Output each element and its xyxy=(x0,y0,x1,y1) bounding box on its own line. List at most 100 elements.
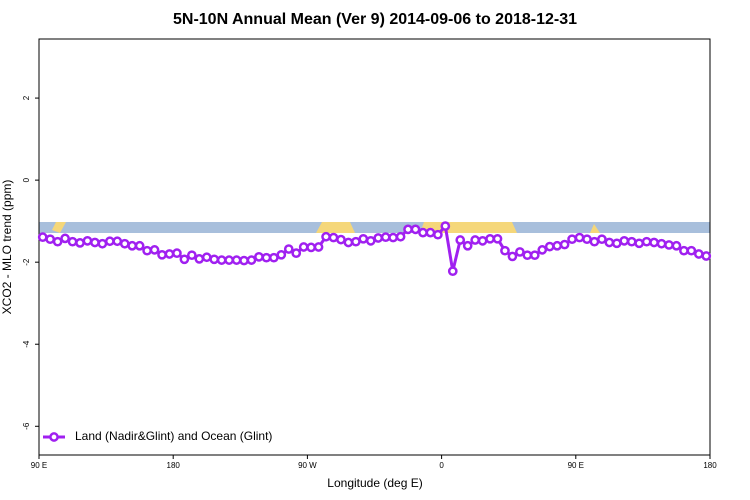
data-point xyxy=(164,249,175,259)
data-point xyxy=(574,232,585,243)
data-point xyxy=(582,234,592,245)
y-tick-label: 0 xyxy=(22,177,31,182)
data-point xyxy=(157,249,167,260)
data-point xyxy=(336,234,346,245)
data-point xyxy=(246,255,257,265)
x-tick-label: 180 xyxy=(703,461,717,470)
data-point xyxy=(388,232,398,243)
data-point xyxy=(656,238,667,249)
data-point xyxy=(626,236,637,247)
data-point xyxy=(380,232,391,243)
x-tick-label: 90 W xyxy=(298,461,317,470)
x-tick-label: 90 E xyxy=(31,461,47,470)
data-point xyxy=(701,251,712,261)
data-point xyxy=(515,247,525,257)
data-point xyxy=(269,252,279,263)
data-point xyxy=(291,248,302,259)
land xyxy=(590,224,600,233)
data-point xyxy=(418,227,428,238)
data-point xyxy=(492,233,503,244)
data-point xyxy=(403,224,413,235)
data-point xyxy=(641,236,652,247)
y-tick-label: -2 xyxy=(22,258,31,266)
data-point xyxy=(611,238,622,249)
land xyxy=(52,222,66,233)
data-point xyxy=(589,236,600,247)
data-point xyxy=(619,235,630,246)
data-point xyxy=(67,236,78,247)
data-point xyxy=(119,238,130,249)
data-point xyxy=(410,224,421,235)
data-point xyxy=(75,238,85,248)
data-point xyxy=(37,232,48,243)
data-point xyxy=(216,255,227,265)
data-point xyxy=(500,245,510,256)
data-point xyxy=(97,238,108,249)
y-tick-label: -4 xyxy=(22,340,31,348)
data-point xyxy=(679,245,689,256)
data-point xyxy=(142,245,152,256)
chart-title: 5N-10N Annual Mean (Ver 9) 2014-09-06 to… xyxy=(173,11,577,28)
data-point xyxy=(313,242,324,252)
data-point xyxy=(559,239,570,250)
data-point xyxy=(60,233,70,244)
data-point xyxy=(671,240,682,251)
land xyxy=(316,222,355,233)
x-tick-label: 90 E xyxy=(568,461,584,470)
x-tick-label: 0 xyxy=(439,461,444,470)
x-tick-label: 180 xyxy=(167,461,181,470)
data-point xyxy=(440,221,451,231)
map-band xyxy=(39,222,710,233)
data-point xyxy=(112,236,123,247)
data-point xyxy=(343,237,354,248)
data-point xyxy=(425,227,436,238)
data-point xyxy=(261,252,272,263)
y-tick-label: -6 xyxy=(22,422,31,430)
data-point xyxy=(537,245,548,255)
data-point xyxy=(686,245,697,256)
legend-marker xyxy=(49,432,59,442)
data-point xyxy=(373,233,384,243)
map-strip xyxy=(39,222,710,233)
data-point xyxy=(194,254,205,264)
data-point xyxy=(470,235,480,245)
data-point xyxy=(447,266,458,277)
data-point xyxy=(52,236,63,247)
data-point xyxy=(634,238,645,249)
data-point xyxy=(283,244,294,254)
data-point xyxy=(649,237,659,248)
data-point xyxy=(276,249,287,260)
data-point xyxy=(395,231,406,242)
data-point xyxy=(664,240,674,250)
data-point xyxy=(90,237,100,248)
data-point xyxy=(224,255,234,265)
data-point xyxy=(209,254,220,265)
data-point xyxy=(604,237,615,248)
data-point xyxy=(433,229,443,240)
data-point xyxy=(529,250,540,261)
data-point xyxy=(231,255,242,265)
data-point xyxy=(254,251,264,262)
y-axis-label: XCO2 - MLO trend (ppm) xyxy=(0,180,14,315)
legend-label: Land (Nadir&Glint) and Ocean (Glint) xyxy=(75,429,272,443)
data-point xyxy=(298,242,309,252)
data-point xyxy=(186,250,197,261)
data-point xyxy=(567,234,577,245)
data-point xyxy=(127,240,138,251)
data-point xyxy=(351,236,361,247)
data-point xyxy=(522,250,533,261)
data-point xyxy=(328,232,339,243)
data-point xyxy=(201,252,212,263)
data-point xyxy=(485,233,495,244)
data-point xyxy=(179,254,190,265)
data-point xyxy=(45,234,56,245)
data-point xyxy=(82,235,93,246)
data-point xyxy=(239,255,249,266)
data-point xyxy=(693,249,704,259)
y-tick-label: 2 xyxy=(22,95,31,100)
data-point xyxy=(306,242,316,253)
data-point xyxy=(477,235,488,246)
data-point xyxy=(455,235,466,245)
data-point xyxy=(134,240,145,251)
